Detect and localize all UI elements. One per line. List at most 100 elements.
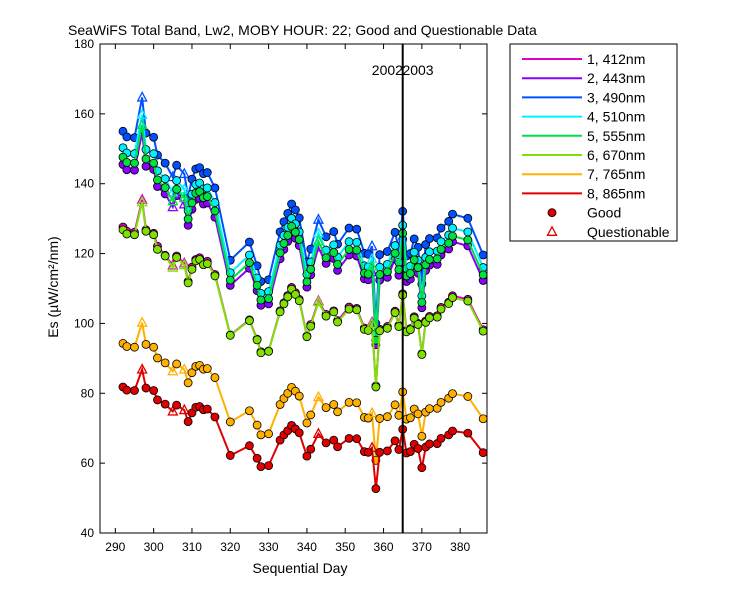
good-point — [302, 277, 312, 287]
good-point — [478, 270, 488, 280]
good-point — [130, 230, 139, 240]
good-point — [333, 442, 342, 452]
good-point — [394, 265, 404, 275]
good-point — [352, 305, 362, 315]
good-point — [463, 296, 473, 306]
good-point — [375, 447, 385, 457]
good-point — [321, 311, 331, 321]
good-point — [394, 445, 404, 454]
good-point — [344, 244, 354, 254]
good-point — [375, 270, 385, 279]
good-point — [375, 414, 385, 423]
good-point — [382, 323, 392, 333]
good-point — [225, 417, 235, 427]
good-point — [321, 438, 331, 448]
good-point — [210, 206, 220, 216]
good-point — [375, 326, 385, 336]
good-point — [149, 230, 159, 240]
good-point — [375, 250, 385, 260]
good-point — [202, 364, 212, 373]
good-point — [294, 428, 304, 438]
good-point — [306, 321, 316, 331]
good-point — [225, 275, 235, 285]
good-point — [417, 463, 427, 473]
legend-label: 3, 490nm — [587, 89, 645, 105]
good-point — [153, 353, 162, 363]
questionable-point — [178, 363, 190, 374]
x-tick-label: 310 — [182, 540, 202, 554]
series-line — [122, 365, 484, 489]
good-point — [183, 417, 193, 426]
good-point — [448, 231, 457, 241]
y-tick-label: 40 — [81, 526, 95, 540]
good-point — [405, 447, 415, 457]
x-tick-label: 350 — [335, 540, 355, 554]
good-point — [122, 385, 132, 395]
legend-good-marker — [547, 208, 557, 218]
good-point — [463, 213, 473, 223]
good-point — [172, 400, 182, 410]
good-point — [210, 373, 220, 382]
x-tick-label: 360 — [374, 540, 394, 554]
good-point — [352, 224, 362, 234]
good-point — [409, 247, 419, 257]
good-point — [302, 332, 312, 342]
good-point — [394, 322, 404, 331]
good-point — [245, 441, 254, 451]
series-8 — [118, 363, 488, 494]
good-point — [425, 313, 434, 323]
series-6 — [118, 195, 488, 392]
good-point — [478, 448, 488, 458]
good-point — [291, 290, 300, 299]
good-point — [409, 255, 419, 265]
good-point — [245, 258, 254, 268]
good-point — [436, 244, 446, 254]
good-point — [390, 227, 400, 237]
y-tick-label: 180 — [74, 37, 94, 51]
good-point — [306, 410, 316, 420]
good-point — [202, 259, 212, 269]
good-point — [264, 346, 273, 356]
good-point — [344, 223, 354, 233]
good-point — [264, 461, 273, 470]
questionable-point — [178, 191, 190, 203]
good-point — [344, 397, 354, 407]
good-point — [382, 267, 392, 277]
good-point — [264, 429, 273, 439]
questionable-point — [312, 234, 324, 246]
legend-questionable-label: Questionable — [587, 224, 670, 240]
good-point — [405, 413, 415, 423]
good-point — [141, 339, 151, 349]
good-point — [172, 184, 182, 194]
good-point — [390, 436, 400, 446]
y-tick-label: 120 — [74, 247, 94, 261]
good-point — [329, 227, 339, 236]
good-point — [463, 392, 473, 401]
good-point — [329, 400, 339, 409]
questionable-point — [366, 317, 378, 328]
good-point — [394, 410, 404, 420]
good-point — [283, 231, 293, 240]
good-point — [187, 368, 197, 378]
series-5 — [118, 118, 488, 345]
good-point — [187, 264, 197, 274]
good-point — [149, 386, 159, 395]
legend-label: 8, 865nm — [587, 185, 645, 201]
good-point — [448, 223, 457, 233]
good-point — [425, 439, 434, 449]
legend-label: 5, 555nm — [587, 128, 645, 144]
good-point — [153, 244, 162, 254]
good-point — [329, 307, 339, 317]
good-point — [252, 420, 262, 430]
good-point — [225, 330, 235, 340]
good-point — [160, 183, 170, 192]
y-axis-label: Es (µW/cm²/nm) — [45, 236, 61, 337]
good-point — [245, 406, 254, 416]
good-point — [306, 264, 316, 274]
good-point — [413, 320, 423, 329]
good-point — [436, 397, 446, 407]
good-point — [130, 158, 139, 168]
good-point — [245, 250, 254, 260]
good-point — [371, 484, 381, 494]
